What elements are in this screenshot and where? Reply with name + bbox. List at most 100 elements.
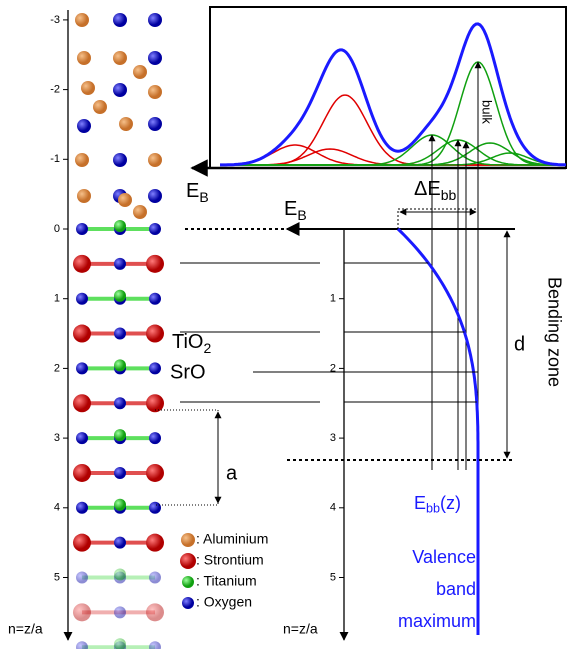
- atom: [114, 397, 126, 410]
- atom: [73, 254, 91, 273]
- atom: [77, 51, 91, 65]
- tick-label: 5: [54, 571, 60, 583]
- spectrum-curve: [220, 22, 567, 167]
- atom: [182, 597, 194, 609]
- inset-energy-label: EB: [186, 180, 209, 204]
- atom: [133, 65, 147, 79]
- atom: [76, 571, 88, 584]
- atom: [146, 533, 164, 552]
- atom: [73, 394, 91, 413]
- atom: [76, 362, 88, 375]
- atom: [114, 289, 126, 302]
- energy-label: EB: [284, 198, 307, 222]
- atom: [119, 117, 133, 131]
- atom: [146, 324, 164, 343]
- atom: [73, 603, 91, 622]
- tick-label: 3: [54, 432, 60, 444]
- atom: [114, 466, 126, 479]
- tick-label: 2: [330, 362, 336, 374]
- inset-energy-label-main: E: [186, 180, 199, 202]
- crystal: [73, 13, 196, 649]
- atom: [148, 153, 162, 167]
- atom: [73, 533, 91, 552]
- tick-label: 4: [330, 502, 336, 514]
- atom: [77, 119, 91, 133]
- tick-label: -3: [50, 14, 60, 26]
- atom: [146, 394, 164, 413]
- delta-label: ΔEbb: [414, 178, 456, 202]
- curve-label-sub: bb: [426, 502, 440, 516]
- atom: [73, 324, 91, 343]
- tick-label: 2: [54, 362, 60, 374]
- atom: [114, 638, 126, 649]
- atom: [149, 362, 161, 375]
- delta-label-sub: bb: [441, 187, 457, 203]
- energy-label-sub: B: [297, 207, 306, 223]
- legend-label: : Strontium: [196, 552, 264, 568]
- atom: [148, 189, 162, 203]
- atom: [133, 205, 147, 219]
- atom: [114, 498, 126, 511]
- curve-label-rest: (z): [440, 493, 461, 513]
- legend-label: : Titanium: [196, 573, 257, 589]
- atom: [146, 463, 164, 482]
- a-bracket: [155, 409, 219, 506]
- atom: [146, 254, 164, 273]
- tio2-label-main: TiO: [172, 331, 203, 353]
- energy-label-main: E: [284, 198, 297, 220]
- curve-label: Ebb(z): [414, 493, 461, 516]
- atom: [76, 432, 88, 445]
- atom: [149, 292, 161, 305]
- atom: [75, 13, 89, 27]
- atom: [114, 568, 126, 581]
- atom: [148, 51, 162, 65]
- atom: [76, 641, 88, 649]
- tick-label: 5: [330, 571, 336, 583]
- atom: [76, 501, 88, 514]
- atom: [148, 13, 162, 27]
- tick-label: -2: [50, 84, 60, 96]
- atom: [181, 533, 195, 547]
- atom: [75, 153, 89, 167]
- atom: [146, 603, 164, 622]
- tio2-label-sub: 2: [203, 340, 211, 356]
- vbm-label: Valence: [412, 547, 476, 567]
- tick-label: 1: [54, 293, 60, 305]
- atom: [148, 117, 162, 131]
- atom: [76, 223, 88, 235]
- tick-label: 4: [54, 502, 60, 514]
- legend-label: : Oxygen: [196, 594, 252, 610]
- vbm-label: band: [436, 579, 476, 599]
- tick-label: 3: [330, 432, 336, 444]
- axis-label: n=z/a: [283, 621, 318, 637]
- vbm-label: maximum: [398, 611, 476, 631]
- sro-label: SrO: [170, 361, 206, 383]
- atom: [180, 553, 196, 569]
- atom: [113, 13, 127, 27]
- atom: [148, 85, 162, 99]
- atom: [73, 463, 91, 482]
- spectrum-curve: [220, 152, 566, 166]
- axis-label: n=z/a: [8, 621, 43, 637]
- atom: [113, 83, 127, 97]
- tick-label: 1: [330, 293, 336, 305]
- tick-label: -1: [50, 153, 60, 165]
- atom: [113, 153, 127, 167]
- inset-energy-label-sub: B: [199, 189, 208, 205]
- atom: [149, 432, 161, 445]
- atom: [149, 501, 161, 514]
- atom: [114, 327, 126, 340]
- band-curve: [396, 227, 480, 635]
- atom: [93, 100, 107, 114]
- delta-label-main: ΔE: [414, 178, 441, 200]
- atom: [114, 257, 126, 270]
- atom: [76, 292, 88, 305]
- bulk-label: bulk: [480, 100, 495, 124]
- atom: [113, 51, 127, 65]
- atom: [114, 606, 126, 619]
- atom: [182, 576, 194, 588]
- a-label: a: [226, 462, 238, 484]
- atom: [118, 193, 132, 207]
- tick-label: 0: [54, 223, 60, 235]
